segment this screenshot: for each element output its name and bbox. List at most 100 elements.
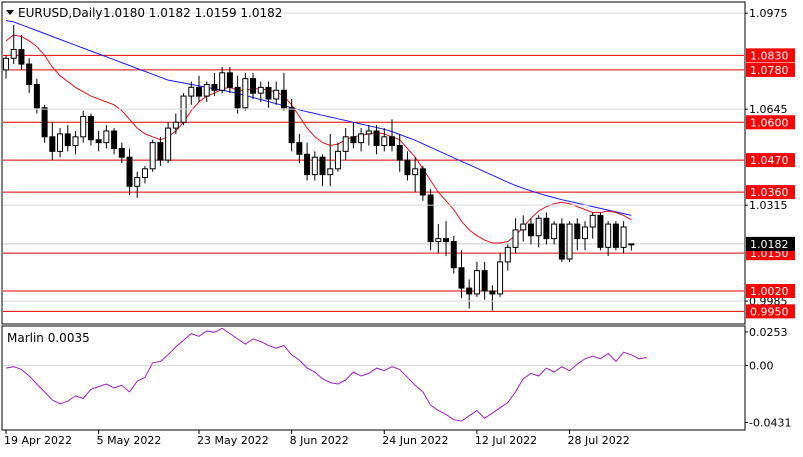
horizontal-levels [3, 54, 744, 312]
level-label: 1.0780 [750, 64, 789, 77]
candle-body-down [489, 290, 496, 295]
time-tick-label: 28 Jul 2022 [568, 434, 630, 447]
candle-body-down [41, 107, 48, 138]
level-label: 1.0600 [750, 116, 789, 129]
level-label: 1.0830 [750, 49, 789, 62]
candle-body-up [358, 133, 365, 144]
candle-body-down [597, 214, 604, 248]
ohlc-label: 1.0180 1.0182 1.0159 1.0182 [103, 6, 282, 20]
candle-body-up [582, 226, 588, 240]
current-price-label: 1.0182 [750, 238, 789, 251]
candle-body-down [427, 194, 434, 243]
chart-header: EURUSD,Daily 1.0180 1.0182 1.0159 1.0182 [6, 6, 282, 20]
candle-body-down [87, 115, 94, 141]
time-tick-label: 5 May 2022 [97, 434, 162, 447]
candle-body-up [412, 168, 419, 176]
candle-body-up [80, 115, 87, 138]
candle-body-up [497, 261, 504, 295]
level-label-box [746, 284, 795, 298]
current-price-box [746, 236, 795, 251]
candle-body-down [404, 159, 411, 176]
level-label-box [746, 48, 795, 63]
candle-body-down [319, 156, 326, 176]
indicator-label: Marlin 0.0035 [7, 331, 90, 345]
candle-body-up [242, 78, 249, 109]
symbol-label: EURUSD,Daily [18, 6, 103, 20]
indicator-line [5, 327, 647, 422]
indicator-tick-label: -0.0431 [749, 417, 791, 430]
candle-body-up [3, 57, 9, 71]
candle-body-down [543, 217, 550, 240]
candle-body-up [535, 217, 542, 237]
time-tick-label: 19 Apr 2022 [4, 434, 72, 447]
candle-body-up [620, 226, 627, 248]
marlin-oscillator-line [5, 327, 647, 422]
candle-body-up [311, 156, 318, 176]
indicator-axis: 0.0253 0.00 -0.0431 [3, 326, 791, 430]
candle-body-down [234, 86, 241, 109]
candle-body-up [520, 223, 527, 231]
candle-body-down [288, 107, 295, 144]
candles [3, 24, 635, 311]
level-label: 1.0360 [750, 186, 789, 199]
price-tick-label: 1.0645 [749, 103, 788, 116]
candle-body-up [381, 136, 388, 147]
candle-body-down [612, 223, 619, 248]
time-tick-label: 24 Jun 2022 [382, 434, 448, 447]
triangle-down-icon[interactable] [6, 10, 14, 15]
candle-body-down [26, 63, 33, 85]
level-label-box [746, 304, 795, 319]
candle-body-down [458, 267, 465, 289]
candle-body-up [273, 89, 280, 100]
level-label-box [746, 153, 795, 168]
candle-body-down [574, 223, 581, 240]
indicator-tick-label: 0.00 [749, 359, 774, 372]
candle-body-down [118, 147, 125, 158]
candle-body-up [327, 168, 334, 176]
candle-body-down [226, 72, 233, 88]
candle-body-up [219, 72, 226, 91]
candle-body-down [450, 241, 457, 269]
candle-body-down [111, 130, 118, 149]
candle-body-up [141, 168, 148, 179]
candle-body-down [265, 86, 272, 100]
candle-body-up [134, 177, 141, 187]
fast-moving-average-line [5, 34, 632, 244]
candle-body-down [49, 136, 56, 152]
candle-body-up [57, 133, 64, 152]
candle-body-down [95, 139, 102, 144]
price-tick-label: 1.0315 [749, 199, 788, 212]
level-label-box [746, 62, 795, 77]
level-label: 0.9950 [750, 305, 789, 318]
candle-body-up [172, 121, 179, 129]
candle-body-up [257, 86, 264, 94]
time-tick-label: 8 Jun 2022 [290, 434, 349, 447]
candle-body-up [566, 223, 573, 260]
price-panel: 1.09751.06451.03150.99851.08301.07801.06… [1, 1, 795, 325]
level-label-box [746, 115, 795, 130]
candle-body-up [589, 214, 596, 228]
candle-body-up [605, 223, 612, 248]
time-tick-label: 23 May 2022 [197, 434, 269, 447]
candle-body-down [280, 89, 287, 109]
price-axis: 1.09751.06451.03150.99851.08301.07801.06… [3, 7, 795, 319]
price-tick-label: 1.0975 [749, 7, 788, 20]
candle-body-up [72, 136, 79, 147]
candle-body-up [504, 246, 511, 263]
indicator-panel: 0.0253 0.00 -0.0431 Marlin 0.0035 [1, 325, 791, 431]
candle-body-up [365, 130, 372, 135]
time-axis: 19 Apr 2022 5 May 2022 23 May 2022 8 Jun 20… [4, 430, 630, 447]
candle-body-up [342, 136, 349, 152]
candle-body-up [188, 86, 195, 97]
candle-body-up [628, 243, 635, 246]
candle-body-down [373, 130, 380, 147]
candle-body-down [250, 78, 257, 94]
candle-body-down [389, 136, 395, 147]
candle-body-down [481, 270, 488, 292]
candle-body-down [443, 238, 450, 243]
indicator-tick-label: 0.0253 [749, 326, 788, 339]
candle-body-down [157, 142, 164, 161]
